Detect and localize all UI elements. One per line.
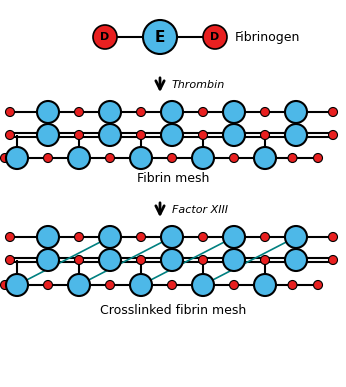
Circle shape <box>223 101 245 123</box>
Circle shape <box>285 226 307 248</box>
Text: Factor XIII: Factor XIII <box>172 205 228 215</box>
Circle shape <box>261 233 270 241</box>
Circle shape <box>161 101 183 123</box>
Circle shape <box>99 124 121 146</box>
Circle shape <box>313 281 322 289</box>
Circle shape <box>161 226 183 248</box>
Circle shape <box>161 124 183 146</box>
Circle shape <box>254 274 276 296</box>
Text: Fibrinogen: Fibrinogen <box>235 31 300 43</box>
Circle shape <box>99 249 121 271</box>
Circle shape <box>99 101 121 123</box>
Text: Thrombin: Thrombin <box>172 80 225 90</box>
Circle shape <box>93 25 117 49</box>
Circle shape <box>0 154 9 163</box>
Circle shape <box>288 281 297 289</box>
Circle shape <box>137 255 146 264</box>
Circle shape <box>223 226 245 248</box>
Circle shape <box>68 147 90 169</box>
Circle shape <box>137 233 146 241</box>
Circle shape <box>328 108 337 116</box>
Circle shape <box>199 233 208 241</box>
Circle shape <box>6 108 15 116</box>
Circle shape <box>37 226 59 248</box>
Circle shape <box>285 249 307 271</box>
Circle shape <box>37 124 59 146</box>
Circle shape <box>199 108 208 116</box>
Circle shape <box>44 154 53 163</box>
Circle shape <box>161 249 183 271</box>
Circle shape <box>192 147 214 169</box>
Circle shape <box>192 274 214 296</box>
Text: Fibrin mesh: Fibrin mesh <box>137 171 209 185</box>
Circle shape <box>74 130 83 139</box>
Circle shape <box>74 108 83 116</box>
Circle shape <box>106 154 115 163</box>
Circle shape <box>6 233 15 241</box>
Text: E: E <box>155 29 165 45</box>
Circle shape <box>167 154 176 163</box>
Circle shape <box>167 281 176 289</box>
Circle shape <box>106 281 115 289</box>
Text: Crosslinked fibrin mesh: Crosslinked fibrin mesh <box>100 303 246 317</box>
Circle shape <box>37 249 59 271</box>
Circle shape <box>328 255 337 264</box>
Circle shape <box>288 154 297 163</box>
Circle shape <box>261 255 270 264</box>
Circle shape <box>6 130 15 139</box>
Circle shape <box>99 226 121 248</box>
Circle shape <box>285 101 307 123</box>
Circle shape <box>199 255 208 264</box>
Text: D: D <box>210 32 220 42</box>
Circle shape <box>199 130 208 139</box>
Circle shape <box>285 124 307 146</box>
Circle shape <box>130 274 152 296</box>
Circle shape <box>0 281 9 289</box>
Circle shape <box>328 233 337 241</box>
Circle shape <box>37 101 59 123</box>
Circle shape <box>68 274 90 296</box>
Circle shape <box>6 255 15 264</box>
Circle shape <box>130 147 152 169</box>
Circle shape <box>203 25 227 49</box>
Circle shape <box>254 147 276 169</box>
Circle shape <box>44 281 53 289</box>
Circle shape <box>223 249 245 271</box>
Circle shape <box>229 154 238 163</box>
Circle shape <box>74 255 83 264</box>
Circle shape <box>328 130 337 139</box>
Circle shape <box>143 20 177 54</box>
Circle shape <box>223 124 245 146</box>
Circle shape <box>261 130 270 139</box>
Circle shape <box>229 281 238 289</box>
Text: D: D <box>100 32 110 42</box>
Circle shape <box>313 154 322 163</box>
Circle shape <box>74 233 83 241</box>
Circle shape <box>261 108 270 116</box>
Circle shape <box>137 130 146 139</box>
Circle shape <box>6 147 28 169</box>
Circle shape <box>137 108 146 116</box>
Circle shape <box>6 274 28 296</box>
